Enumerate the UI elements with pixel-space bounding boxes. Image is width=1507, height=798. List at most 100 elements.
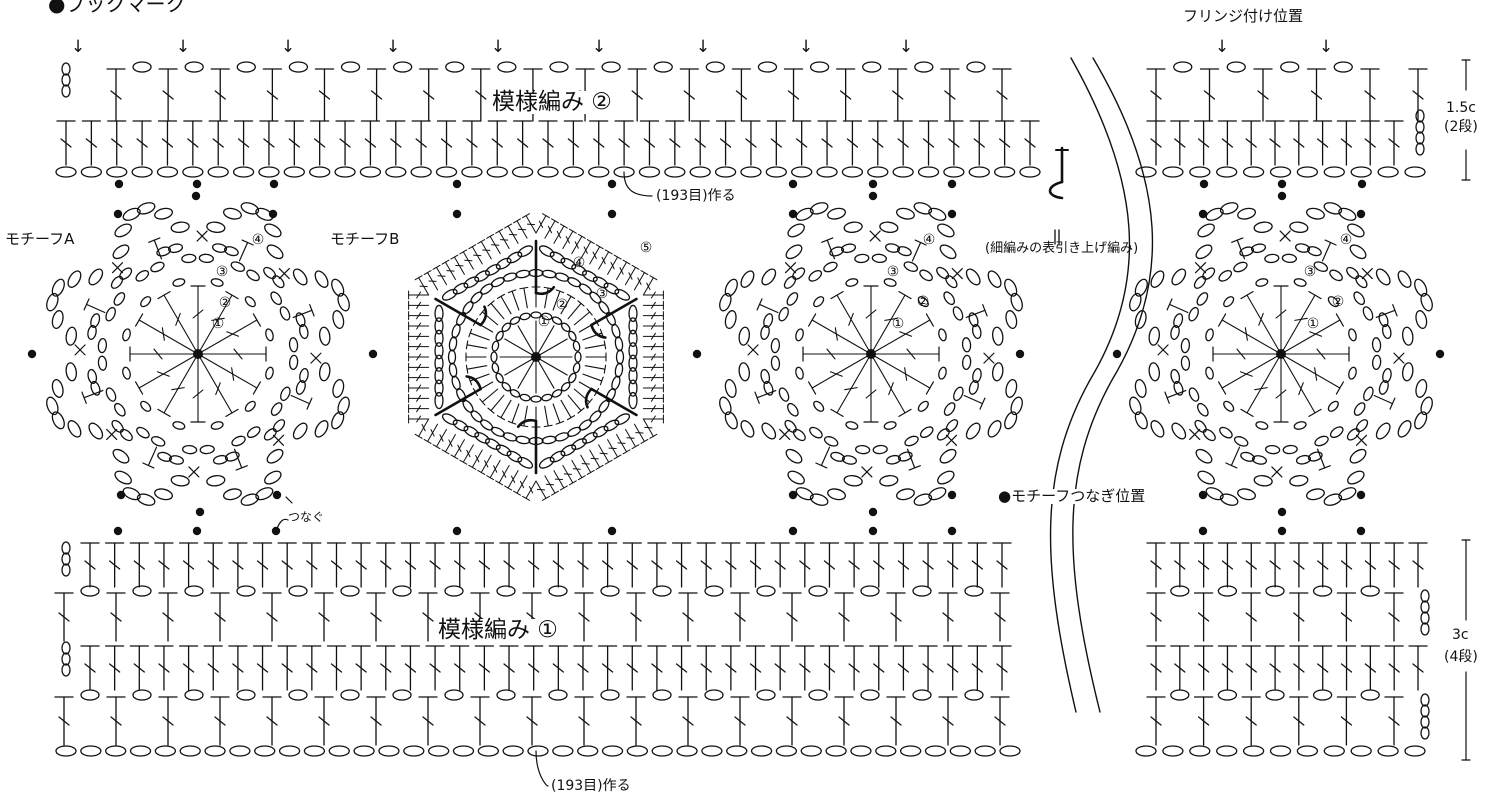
- double-crochet-stitch: [1289, 542, 1309, 588]
- stitch-line: [390, 138, 402, 148]
- stitch-line: [468, 328, 473, 338]
- chain-stitch: [210, 278, 224, 287]
- stitch-line: [511, 290, 520, 311]
- front-post-hook: [516, 418, 538, 429]
- stitch-line: [543, 286, 553, 290]
- motif-a-center: [719, 202, 1023, 506]
- chain-stitch: [515, 269, 531, 279]
- chain-stitch: [549, 450, 566, 463]
- double-crochet-stitch: [326, 645, 347, 691]
- chain-stitch: [738, 362, 751, 382]
- double-crochet-stitch: [499, 542, 519, 588]
- chain-stitch: [337, 396, 350, 416]
- chain-stitch: [1371, 354, 1382, 370]
- chain-stitch: [150, 436, 166, 447]
- front-post-hook: [590, 323, 607, 339]
- chain-stitch: [964, 689, 984, 701]
- double-crochet-stitch: [1193, 120, 1214, 166]
- chain-stitch: [965, 268, 981, 286]
- stitch-line: [998, 138, 1011, 148]
- single-crochet: [951, 267, 963, 280]
- chain-stitch: [770, 338, 781, 354]
- double-crochet-stitch: [203, 645, 223, 691]
- stitch-line: [584, 365, 606, 370]
- stitch-line: [749, 663, 762, 673]
- stitch-line: [1269, 138, 1281, 148]
- chain-stitch: [919, 269, 933, 282]
- stitch-line: [675, 560, 688, 570]
- stitch-line: [586, 398, 593, 406]
- chain-stitch: [1362, 306, 1374, 321]
- chain-stitch: [110, 275, 124, 289]
- chain-stitch: [738, 326, 751, 346]
- chain-stitch: [90, 380, 101, 396]
- fringe-arrow: ↓: [1319, 37, 1333, 57]
- stitch-line: [826, 348, 836, 360]
- stitch-line: [888, 382, 894, 396]
- stitch-line: [1293, 612, 1305, 622]
- double-crochet-stitch: [1253, 68, 1273, 122]
- double-crochet-stitch: [1193, 592, 1214, 642]
- chain-stitch: [1134, 378, 1147, 398]
- double-crochet-stitch: [104, 542, 125, 588]
- turning-chain: [61, 652, 71, 666]
- chain-stitch: [132, 585, 152, 597]
- chain-stitch: [135, 269, 150, 282]
- chain-stitch: [527, 745, 549, 757]
- chain-stitch: [714, 166, 737, 178]
- stitch-line: [829, 371, 843, 377]
- chain-stitch: [122, 207, 141, 221]
- stitch-line: [416, 415, 422, 423]
- stitch-line: [844, 387, 858, 391]
- chain-stitch: [1307, 451, 1323, 462]
- stitch-line: [432, 264, 441, 270]
- chain-stitch: [231, 435, 246, 447]
- pattern-bands: [54, 61, 1430, 757]
- stitch-line: [495, 480, 504, 486]
- chain-stitch: [600, 689, 620, 701]
- double-crochet-stitch: [627, 68, 647, 122]
- stitch-line: [925, 313, 934, 327]
- double-crochet-stitch: [80, 542, 100, 588]
- stitch-line: [1294, 317, 1308, 321]
- stitch-line: [834, 327, 838, 341]
- chain-stitch: [517, 245, 534, 258]
- chain-stitch: [272, 419, 286, 433]
- stitch-line: [207, 663, 219, 673]
- chain-stitch: [740, 420, 755, 438]
- chain-stitch: [795, 366, 804, 380]
- double-crochet-stitch: [158, 592, 178, 642]
- chain-stitch: [823, 261, 838, 273]
- chain-stitch: [1205, 487, 1224, 501]
- stitch-line: [513, 218, 522, 224]
- stitch-line: [306, 397, 313, 410]
- chain-stitch: [757, 61, 778, 73]
- double-crochet-stitch: [178, 645, 199, 691]
- chain-stitch: [270, 402, 283, 416]
- double-crochet-stitch: [499, 645, 519, 691]
- stitch-line: [640, 438, 649, 444]
- stitch-line: [839, 90, 852, 100]
- stitch-line: [1244, 327, 1248, 341]
- stitch-line: [175, 312, 181, 326]
- chain-stitch: [122, 328, 131, 342]
- stitch-line: [577, 475, 586, 481]
- chain-stitch: [605, 311, 616, 326]
- stitch-line: [675, 663, 688, 673]
- stitch-line: [1150, 90, 1162, 100]
- chain-stitch: [549, 61, 569, 73]
- chain-stitch: [724, 278, 738, 297]
- stitch-line: [214, 612, 226, 622]
- round-mark-r4: ④: [573, 255, 586, 271]
- stitch-line: [754, 391, 760, 404]
- chain-stitch: [1293, 278, 1307, 287]
- stitch-line: [870, 319, 931, 355]
- stitch-line: [906, 348, 916, 360]
- stitch-line: [786, 716, 798, 726]
- chain-stitch: [1218, 269, 1233, 282]
- stitch-line: [565, 236, 570, 244]
- join-dot: [1277, 191, 1287, 201]
- stitch-line: [318, 612, 330, 622]
- double-crochet-stitch: [1336, 592, 1357, 642]
- stitch-line: [1316, 348, 1326, 360]
